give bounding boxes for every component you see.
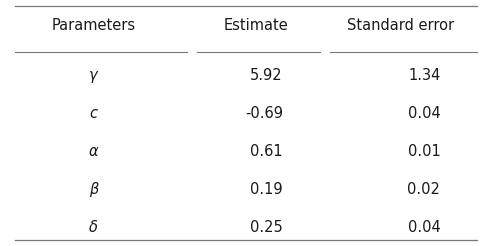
Text: 0.04: 0.04 bbox=[407, 106, 440, 121]
Text: 0.04: 0.04 bbox=[407, 220, 440, 235]
Text: -0.69: -0.69 bbox=[245, 106, 283, 121]
Text: Standard error: Standard error bbox=[347, 18, 455, 33]
Text: γ: γ bbox=[89, 68, 98, 82]
Text: δ: δ bbox=[89, 220, 98, 235]
Text: 0.01: 0.01 bbox=[407, 144, 440, 159]
Text: α: α bbox=[89, 144, 98, 159]
Text: 1.34: 1.34 bbox=[408, 68, 440, 82]
Text: Estimate: Estimate bbox=[223, 18, 288, 33]
Text: Parameters: Parameters bbox=[52, 18, 135, 33]
Text: c: c bbox=[90, 106, 97, 121]
Text: β: β bbox=[89, 182, 98, 197]
Text: 0.61: 0.61 bbox=[250, 144, 283, 159]
Text: 0.02: 0.02 bbox=[407, 182, 440, 197]
Text: 0.25: 0.25 bbox=[250, 220, 283, 235]
Text: 0.19: 0.19 bbox=[250, 182, 283, 197]
Text: 5.92: 5.92 bbox=[250, 68, 283, 82]
